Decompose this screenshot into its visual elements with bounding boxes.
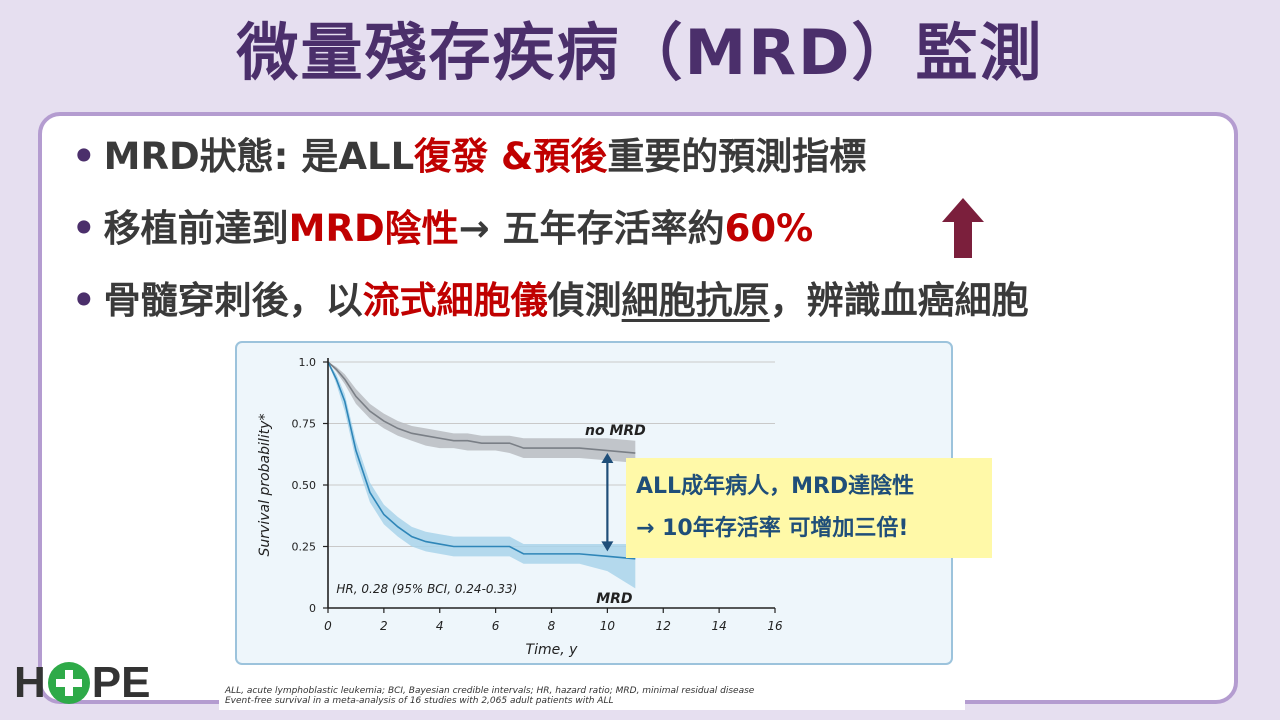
series-line bbox=[327, 361, 636, 454]
survival-chart: 0 0.25 0.50 0.75 1.0 0 2 4 6 8 10 12 14 16 Time, y Surv… bbox=[219, 338, 965, 710]
y-tick-label: 0.75 bbox=[292, 418, 317, 431]
bullet-dot: • bbox=[72, 207, 96, 250]
bullet-dot: • bbox=[72, 135, 96, 178]
y-tick-label: 0.50 bbox=[292, 479, 317, 492]
hope-logo: H PE bbox=[14, 656, 150, 710]
slide-title: 微量殘存疾病（MRD）監測 bbox=[236, 16, 1044, 89]
x-tick-label: 12 bbox=[656, 619, 671, 633]
bullet-text: 重要的預測指標 bbox=[607, 135, 867, 178]
callout-line-1: ALL成年病人，MRD達陰性 bbox=[636, 474, 915, 499]
x-tick-label: 16 bbox=[767, 619, 783, 633]
x-tick-label: 8 bbox=[548, 619, 556, 633]
x-axis-label: Time, y bbox=[526, 642, 579, 658]
hr-annotation: HR, 0.28 (95% BCI, 0.24-0.33) bbox=[336, 582, 517, 596]
bullet-highlight: 60% bbox=[724, 207, 814, 250]
logo-letter: H bbox=[14, 658, 46, 707]
bullet-text: 移植前達到 bbox=[103, 207, 289, 250]
bullet-text: ，辨識血癌細胞 bbox=[769, 279, 1029, 322]
up-arrow-icon bbox=[942, 198, 984, 258]
mrd-callout: ALL成年病人，MRD達陰性 → 10年存活率 可增加三倍! bbox=[626, 458, 992, 558]
x-tick-label: 6 bbox=[492, 619, 500, 633]
bullet-underlined: 細胞抗原 bbox=[621, 279, 770, 322]
callout-line-2: → 10年存活率 可增加三倍! bbox=[636, 516, 909, 541]
bullet-text: 偵測 bbox=[547, 279, 622, 322]
bullet-transplant: • 移植前達到MRD陰性→ 五年存活率約60% bbox=[72, 204, 813, 254]
y-tick-label: 0 bbox=[309, 602, 316, 615]
bullet-dot: • bbox=[72, 279, 96, 322]
bullet-text: MRD狀態: 是ALL bbox=[103, 135, 415, 178]
y-tick-label: 0.25 bbox=[292, 541, 317, 554]
bullet-flow-cytometry: • 骨髓穿刺後，以流式細胞儀偵測細胞抗原，辨識血癌細胞 bbox=[72, 276, 1029, 326]
bullet-mrd-status: • MRD狀態: 是ALL復發 &預後重要的預測指標 bbox=[72, 132, 866, 182]
bullet-text: 骨髓穿刺後，以 bbox=[103, 279, 363, 322]
y-axis-label: Survival probability* bbox=[257, 414, 273, 557]
x-tick-label: 10 bbox=[600, 619, 616, 633]
bullet-highlight: 流式細胞儀 bbox=[362, 279, 548, 322]
x-tick-label: 0 bbox=[324, 619, 332, 633]
gap-arrow-head-up bbox=[601, 453, 614, 464]
x-tick-label: 4 bbox=[436, 619, 444, 633]
series-line bbox=[327, 361, 636, 560]
x-tick-label: 2 bbox=[380, 619, 388, 633]
gap-arrow-head-down bbox=[601, 541, 614, 552]
series-band bbox=[328, 362, 636, 463]
series-label-mrd: MRD bbox=[596, 591, 632, 607]
plus-icon bbox=[47, 662, 90, 704]
series-label-no-mrd: no MRD bbox=[585, 423, 646, 439]
logo-letters: PE bbox=[91, 658, 151, 707]
y-tick-label: 1.0 bbox=[299, 356, 317, 369]
bullet-text: → 五年存活率約 bbox=[458, 207, 725, 250]
bullet-highlight: 復發 &預後 bbox=[414, 135, 608, 178]
bullet-highlight: MRD陰性 bbox=[288, 207, 459, 250]
x-tick-label: 14 bbox=[711, 619, 726, 633]
chart-footnote: ALL, acute lymphoblastic leukemia; BCI, … bbox=[225, 686, 755, 706]
